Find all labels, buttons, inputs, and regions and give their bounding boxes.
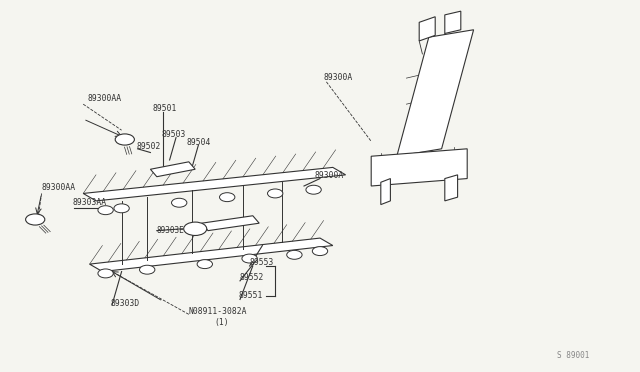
Circle shape [98, 269, 113, 278]
Polygon shape [419, 17, 435, 41]
Polygon shape [202, 216, 259, 231]
Text: 89553: 89553 [250, 258, 274, 267]
Text: 89504: 89504 [187, 138, 211, 147]
Text: 89300A: 89300A [315, 171, 344, 180]
Text: S 89001: S 89001 [557, 351, 589, 360]
Circle shape [242, 254, 257, 263]
Circle shape [268, 189, 283, 198]
Circle shape [312, 247, 328, 256]
Text: 89303E: 89303E [157, 226, 184, 235]
Text: N08911-3082A: N08911-3082A [189, 307, 247, 316]
Polygon shape [83, 167, 346, 201]
Circle shape [172, 198, 187, 207]
Circle shape [115, 134, 134, 145]
Polygon shape [397, 30, 474, 156]
Circle shape [26, 214, 45, 225]
Text: 89551: 89551 [239, 291, 263, 300]
Polygon shape [150, 162, 195, 177]
Text: 89300AA: 89300AA [42, 183, 76, 192]
Text: 89502: 89502 [136, 142, 161, 151]
Text: 89303AA: 89303AA [72, 198, 106, 207]
Circle shape [114, 204, 129, 213]
Text: 89503: 89503 [161, 130, 186, 139]
Text: (1): (1) [214, 318, 229, 327]
Polygon shape [445, 175, 458, 201]
Text: 89300AA: 89300AA [88, 94, 122, 103]
Polygon shape [445, 11, 461, 33]
Circle shape [220, 193, 235, 202]
Text: 89300A: 89300A [323, 73, 353, 81]
Circle shape [306, 185, 321, 194]
Polygon shape [90, 238, 333, 272]
Text: 89552: 89552 [240, 273, 264, 282]
Circle shape [184, 222, 207, 235]
Circle shape [287, 250, 302, 259]
Circle shape [197, 260, 212, 269]
Circle shape [140, 265, 155, 274]
Circle shape [98, 206, 113, 215]
Polygon shape [371, 149, 467, 186]
Text: 89303D: 89303D [111, 299, 140, 308]
Text: 89501: 89501 [152, 105, 177, 113]
Polygon shape [381, 179, 390, 205]
